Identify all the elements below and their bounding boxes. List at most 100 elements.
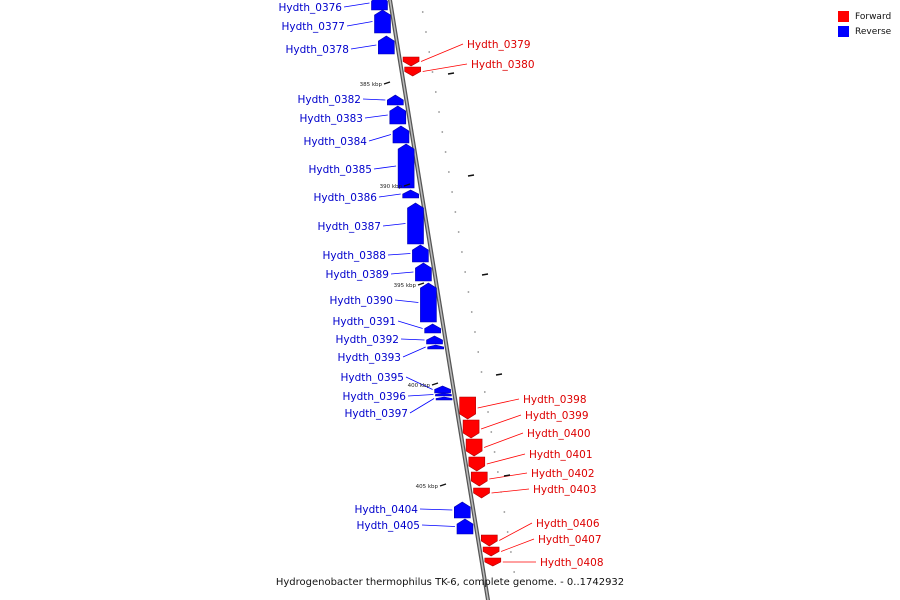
gene-Hydth_0393[interactable] — [427, 344, 444, 350]
scale-tick-label: 385 kbp — [360, 82, 383, 88]
gene-Hydth_0405[interactable] — [456, 518, 474, 535]
gene-Hydth_0386[interactable] — [402, 189, 419, 199]
gene-label[interactable]: Hydth_0397 — [344, 408, 408, 420]
gene-Hydth_0383[interactable] — [389, 105, 407, 125]
gene-label[interactable]: Hydth_0378 — [285, 44, 349, 56]
gene-label[interactable]: Hydth_0383 — [299, 113, 363, 125]
reverse-swatch — [838, 26, 849, 37]
gene-Hydth_0406[interactable] — [480, 534, 498, 547]
gene-Hydth_0400[interactable] — [465, 438, 483, 457]
scale-tick-label: 395 kbp — [394, 283, 417, 289]
leader-Hydth_0390 — [394, 299, 419, 303]
leader-Hydth_0383 — [364, 114, 388, 119]
gene-label[interactable]: Hydth_0400 — [527, 428, 591, 440]
gene-label[interactable]: Hydth_0398 — [523, 394, 587, 406]
scale-tick-dash — [481, 273, 489, 276]
gene-label[interactable]: Hydth_0385 — [308, 164, 372, 176]
gene-Hydth_0384[interactable] — [392, 125, 410, 144]
leader-Hydth_0387 — [382, 223, 406, 227]
gene-Hydth_0401[interactable] — [468, 456, 486, 472]
gene-Hydth_0398[interactable] — [459, 396, 476, 420]
leader-Hydth_0386 — [378, 193, 401, 198]
gene-label[interactable]: Hydth_0382 — [297, 94, 361, 106]
gene-label[interactable]: Hydth_0386 — [313, 192, 377, 204]
gene-features — [371, 0, 502, 567]
scale-tick-dash — [467, 174, 475, 177]
gene-Hydth_0392[interactable] — [426, 335, 443, 345]
gene-Hydth_0402[interactable] — [470, 471, 488, 487]
gene-label[interactable]: Hydth_0406 — [536, 518, 600, 530]
leader-Hydth_0384 — [368, 134, 392, 142]
gene-Hydth_0388[interactable] — [412, 244, 429, 263]
leader-Hydth_0380 — [422, 63, 468, 72]
gene-label[interactable]: Hydth_0403 — [533, 484, 597, 496]
gene-label[interactable]: Hydth_0390 — [329, 295, 393, 307]
gene-label[interactable]: Hydth_0401 — [529, 449, 593, 461]
label-leader-lines — [343, 2, 536, 563]
gene-Hydth_0396[interactable] — [435, 392, 452, 397]
gene-label[interactable]: Hydth_0395 — [340, 372, 404, 384]
leader-Hydth_0396 — [407, 394, 434, 397]
forward-swatch — [838, 11, 849, 22]
gene-label[interactable]: Hydth_0407 — [538, 534, 602, 546]
map-caption: Hydrogenobacter thermophilus TK-6, compl… — [275, 577, 625, 588]
gene-Hydth_0390[interactable] — [420, 282, 437, 323]
leader-Hydth_0391 — [397, 320, 423, 329]
gene-label[interactable]: Hydth_0377 — [281, 21, 345, 33]
gene-label[interactable]: Hydth_0384 — [303, 136, 367, 148]
leader-Hydth_0406 — [499, 522, 533, 541]
gene-Hydth_0408[interactable] — [484, 557, 502, 567]
gene-Hydth_0391[interactable] — [424, 323, 441, 334]
gene-Hydth_0395[interactable] — [434, 385, 451, 394]
gene-labels: Hydth_0376 Hydth_0377 Hydth_0378 Hydth_0379… — [278, 2, 603, 569]
scale-tick-dash — [495, 373, 503, 376]
gene-Hydth_0387[interactable] — [407, 202, 424, 245]
gene-label[interactable]: Hydth_0408 — [540, 557, 604, 569]
gene-Hydth_0380[interactable] — [404, 66, 421, 77]
gene-label[interactable]: Hydth_0389 — [325, 269, 389, 281]
scale-tick-label: 400 kbp — [408, 383, 431, 389]
gene-label[interactable]: Hydth_0405 — [356, 520, 420, 532]
gene-label[interactable]: Hydth_0393 — [337, 352, 401, 364]
scale-tick-label: 405 kbp — [416, 484, 439, 490]
gene-Hydth_0404[interactable] — [453, 501, 471, 519]
gene-label[interactable]: Hydth_0379 — [467, 39, 531, 51]
gene-Hydth_0407[interactable] — [482, 546, 500, 557]
gene-Hydth_0379[interactable] — [402, 56, 420, 67]
gene-Hydth_0399[interactable] — [462, 419, 480, 439]
gene-label[interactable]: Hydth_0388 — [322, 250, 386, 262]
gene-Hydth_0378[interactable] — [378, 35, 395, 55]
gene-label[interactable]: Hydth_0399 — [525, 410, 589, 422]
leader-Hydth_0379 — [420, 43, 464, 62]
scale-tick-mark — [439, 483, 447, 487]
leader-Hydth_0389 — [390, 271, 414, 275]
gene-Hydth_0376[interactable] — [371, 0, 388, 11]
leader-Hydth_0377 — [346, 21, 373, 27]
leader-Hydth_0388 — [387, 253, 411, 256]
leader-Hydth_0397 — [409, 398, 435, 414]
legend-label-reverse: Reverse — [855, 26, 892, 37]
gene-label[interactable]: Hydth_0376 — [278, 2, 342, 14]
gene-label[interactable]: Hydth_0380 — [471, 59, 535, 71]
gene-Hydth_0397[interactable] — [435, 396, 453, 401]
scale-tick-dash — [503, 474, 511, 477]
gene-Hydth_0389[interactable] — [415, 262, 432, 282]
gene-label[interactable]: Hydth_0391 — [332, 316, 396, 328]
leader-Hydth_0405 — [421, 524, 456, 527]
gene-Hydth_0385[interactable] — [397, 143, 415, 189]
gene-label[interactable]: Hydth_0402 — [531, 468, 595, 480]
gene-Hydth_0403[interactable] — [473, 487, 490, 499]
gene-label[interactable]: Hydth_0396 — [342, 391, 406, 403]
genome-backbone — [387, 0, 491, 600]
leader-Hydth_0407 — [500, 538, 535, 552]
scale-tick-mark — [431, 382, 439, 386]
scale-tick-mark — [403, 183, 411, 187]
leader-Hydth_0404 — [419, 508, 453, 511]
gene-Hydth_0377[interactable] — [374, 9, 391, 34]
leader-Hydth_0395 — [405, 376, 433, 390]
gene-label[interactable]: Hydth_0387 — [317, 221, 381, 233]
gene-Hydth_0382[interactable] — [387, 94, 404, 106]
scale-tick-mark — [383, 81, 391, 85]
gene-label[interactable]: Hydth_0392 — [335, 334, 399, 346]
gene-label[interactable]: Hydth_0404 — [354, 504, 418, 516]
